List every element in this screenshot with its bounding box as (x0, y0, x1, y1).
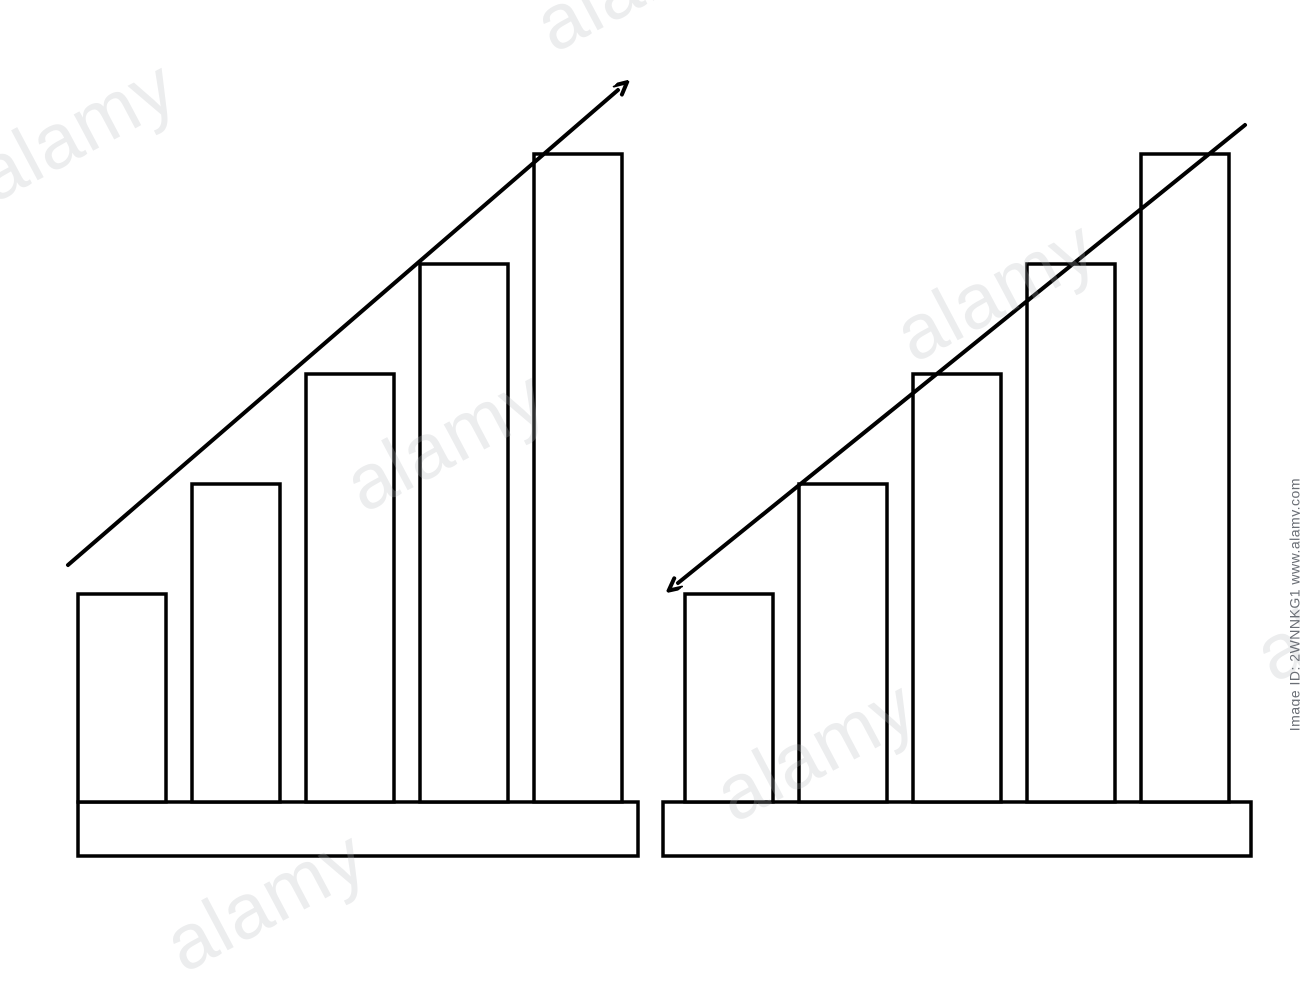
watermark-id: Image ID: 2WNNKG1 www.alamy.com (1286, 478, 1300, 731)
bar (306, 374, 394, 802)
bar (78, 594, 166, 802)
bar (1027, 264, 1115, 802)
decline-chart (663, 125, 1251, 856)
bar (685, 594, 773, 802)
growth-chart (68, 90, 638, 856)
bar (913, 374, 1001, 802)
bar (534, 154, 622, 802)
bar (192, 484, 280, 802)
bar (420, 264, 508, 802)
base-rect (663, 802, 1251, 856)
base-rect (78, 802, 638, 856)
chart-canvas (0, 0, 1300, 956)
bar (1141, 154, 1229, 802)
bar (799, 484, 887, 802)
